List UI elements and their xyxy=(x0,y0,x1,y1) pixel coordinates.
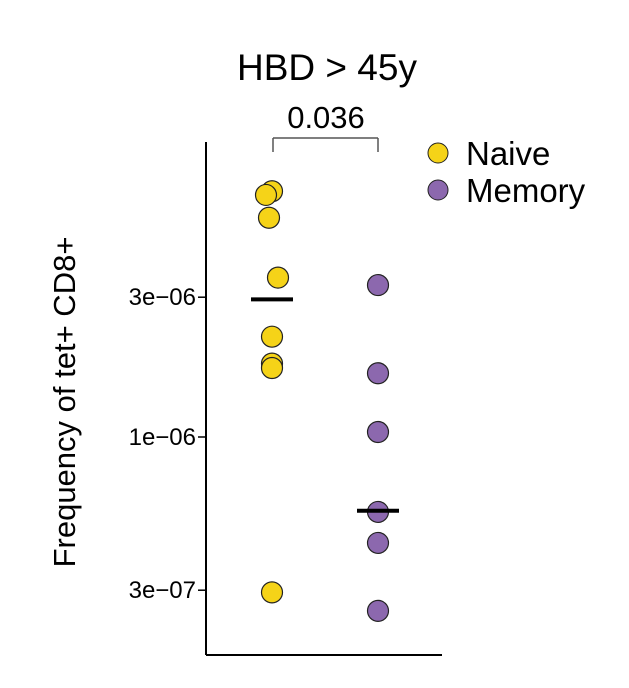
data-point-naive[interactable] xyxy=(254,183,278,207)
legend-swatch-naive xyxy=(427,142,449,164)
data-point-memory[interactable] xyxy=(366,362,390,385)
y-axis-label: Frequency of tet+ CD8+ xyxy=(47,237,82,568)
legend-swatch-memory xyxy=(427,179,449,201)
median-lines xyxy=(251,297,399,513)
chart-title: HBD > 45y xyxy=(237,47,417,88)
data-point-memory[interactable] xyxy=(366,599,390,622)
y-tick-label: 3e−06 xyxy=(129,284,196,311)
p-value-label: 0.036 xyxy=(287,100,365,135)
data-point-naive[interactable] xyxy=(266,266,290,289)
data-point-memory[interactable] xyxy=(366,531,390,555)
y-ticks: 3e−07 1e−06 3e−06 xyxy=(129,284,206,604)
comparison-bracket: 0.036 xyxy=(272,100,379,152)
y-tick-label: 1e−06 xyxy=(129,424,196,451)
legend-label-memory: Memory xyxy=(466,172,586,209)
data-point-memory[interactable] xyxy=(366,420,390,444)
data-point-naive[interactable] xyxy=(260,325,284,348)
legend-item-naive[interactable]: Naive xyxy=(427,135,550,172)
y-tick-label: 3e−07 xyxy=(129,577,196,604)
legend-label-naive: Naive xyxy=(466,135,550,172)
data-point-naive[interactable] xyxy=(260,581,284,604)
data-point-naive[interactable] xyxy=(257,206,281,229)
data-point-memory[interactable] xyxy=(366,273,390,297)
data-points xyxy=(254,180,390,622)
data-point-naive[interactable] xyxy=(260,356,284,380)
legend: Naive Memory xyxy=(427,135,586,209)
legend-item-memory[interactable]: Memory xyxy=(427,172,586,209)
